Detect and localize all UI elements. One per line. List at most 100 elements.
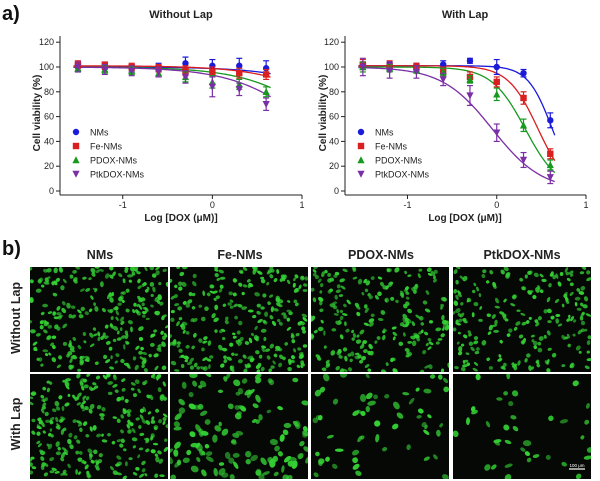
cell [277, 318, 281, 323]
cell [138, 447, 144, 451]
legend-entry: NMs [375, 128, 394, 138]
micrograph-tile [30, 374, 168, 479]
cell [518, 334, 524, 339]
cell [170, 278, 173, 283]
cell [160, 330, 164, 335]
legend-entry: PDOX-NMs [375, 156, 422, 166]
data-point [493, 129, 501, 137]
cell [582, 304, 588, 309]
cell [176, 267, 180, 270]
cell [95, 269, 101, 274]
cell [269, 267, 274, 270]
cell [338, 294, 344, 298]
cell [298, 353, 303, 359]
cell [218, 462, 225, 466]
cell [81, 459, 85, 464]
cell [243, 368, 248, 372]
cell [471, 312, 475, 318]
x-tick-label: 0 [494, 200, 499, 210]
cell [151, 374, 156, 378]
cell [30, 401, 34, 406]
cell [116, 418, 121, 424]
cell [209, 290, 215, 294]
cell [170, 448, 173, 454]
cell [125, 308, 130, 313]
cell [89, 343, 95, 348]
cell [46, 268, 52, 273]
cell [549, 272, 554, 277]
cell [454, 366, 459, 370]
cell [138, 425, 142, 429]
y-axis-label: Cell viability (%) [32, 75, 43, 152]
cell [260, 457, 267, 466]
cell [301, 313, 308, 318]
cell [55, 441, 60, 447]
cell [181, 381, 187, 389]
cell [55, 451, 61, 456]
cell [277, 451, 283, 457]
data-point [546, 161, 554, 169]
cell [142, 306, 148, 310]
cell [586, 277, 591, 282]
cell [546, 368, 551, 372]
cell [124, 398, 129, 403]
cell [78, 451, 83, 455]
cell [327, 278, 332, 283]
cell [545, 454, 551, 460]
cell [205, 451, 213, 456]
cell [367, 368, 372, 372]
cell [64, 402, 70, 407]
cell [303, 283, 308, 287]
cell [386, 268, 391, 272]
cell [312, 272, 317, 277]
cell [37, 417, 42, 422]
cell [548, 415, 554, 422]
cell [178, 398, 185, 406]
cell [39, 449, 44, 453]
cell [377, 291, 382, 297]
cell [178, 317, 183, 321]
cell [159, 301, 164, 306]
cell [179, 271, 185, 277]
cell [93, 333, 98, 337]
cell [333, 313, 339, 316]
cell [433, 454, 438, 460]
cell [206, 292, 211, 297]
cell [238, 282, 243, 287]
cell [250, 454, 258, 462]
cell [272, 455, 279, 462]
cell [304, 276, 308, 281]
cell [293, 299, 298, 304]
cell [568, 270, 574, 275]
cell [390, 296, 395, 301]
cell [151, 416, 155, 421]
cell [333, 274, 338, 278]
cell [347, 353, 352, 357]
cell [82, 332, 87, 336]
cell [115, 353, 120, 357]
cell [34, 348, 38, 352]
cell [132, 356, 137, 361]
cell [244, 389, 251, 396]
cell [40, 311, 45, 316]
row-title-without-lap: Without Lap [9, 282, 23, 354]
cell [131, 437, 138, 442]
cell [335, 289, 341, 294]
cell [146, 394, 151, 399]
cell [548, 283, 552, 288]
cell [566, 277, 571, 282]
cell [56, 364, 61, 369]
cell [189, 431, 196, 438]
cell [311, 287, 315, 292]
cell [295, 332, 300, 337]
cell [81, 400, 87, 405]
cell [42, 386, 47, 391]
cell [152, 442, 159, 446]
cell [128, 279, 133, 283]
cell [198, 384, 203, 389]
cell [524, 274, 528, 279]
data-point [439, 61, 447, 68]
cell [476, 286, 479, 292]
cell [263, 336, 267, 342]
cell [564, 336, 569, 340]
